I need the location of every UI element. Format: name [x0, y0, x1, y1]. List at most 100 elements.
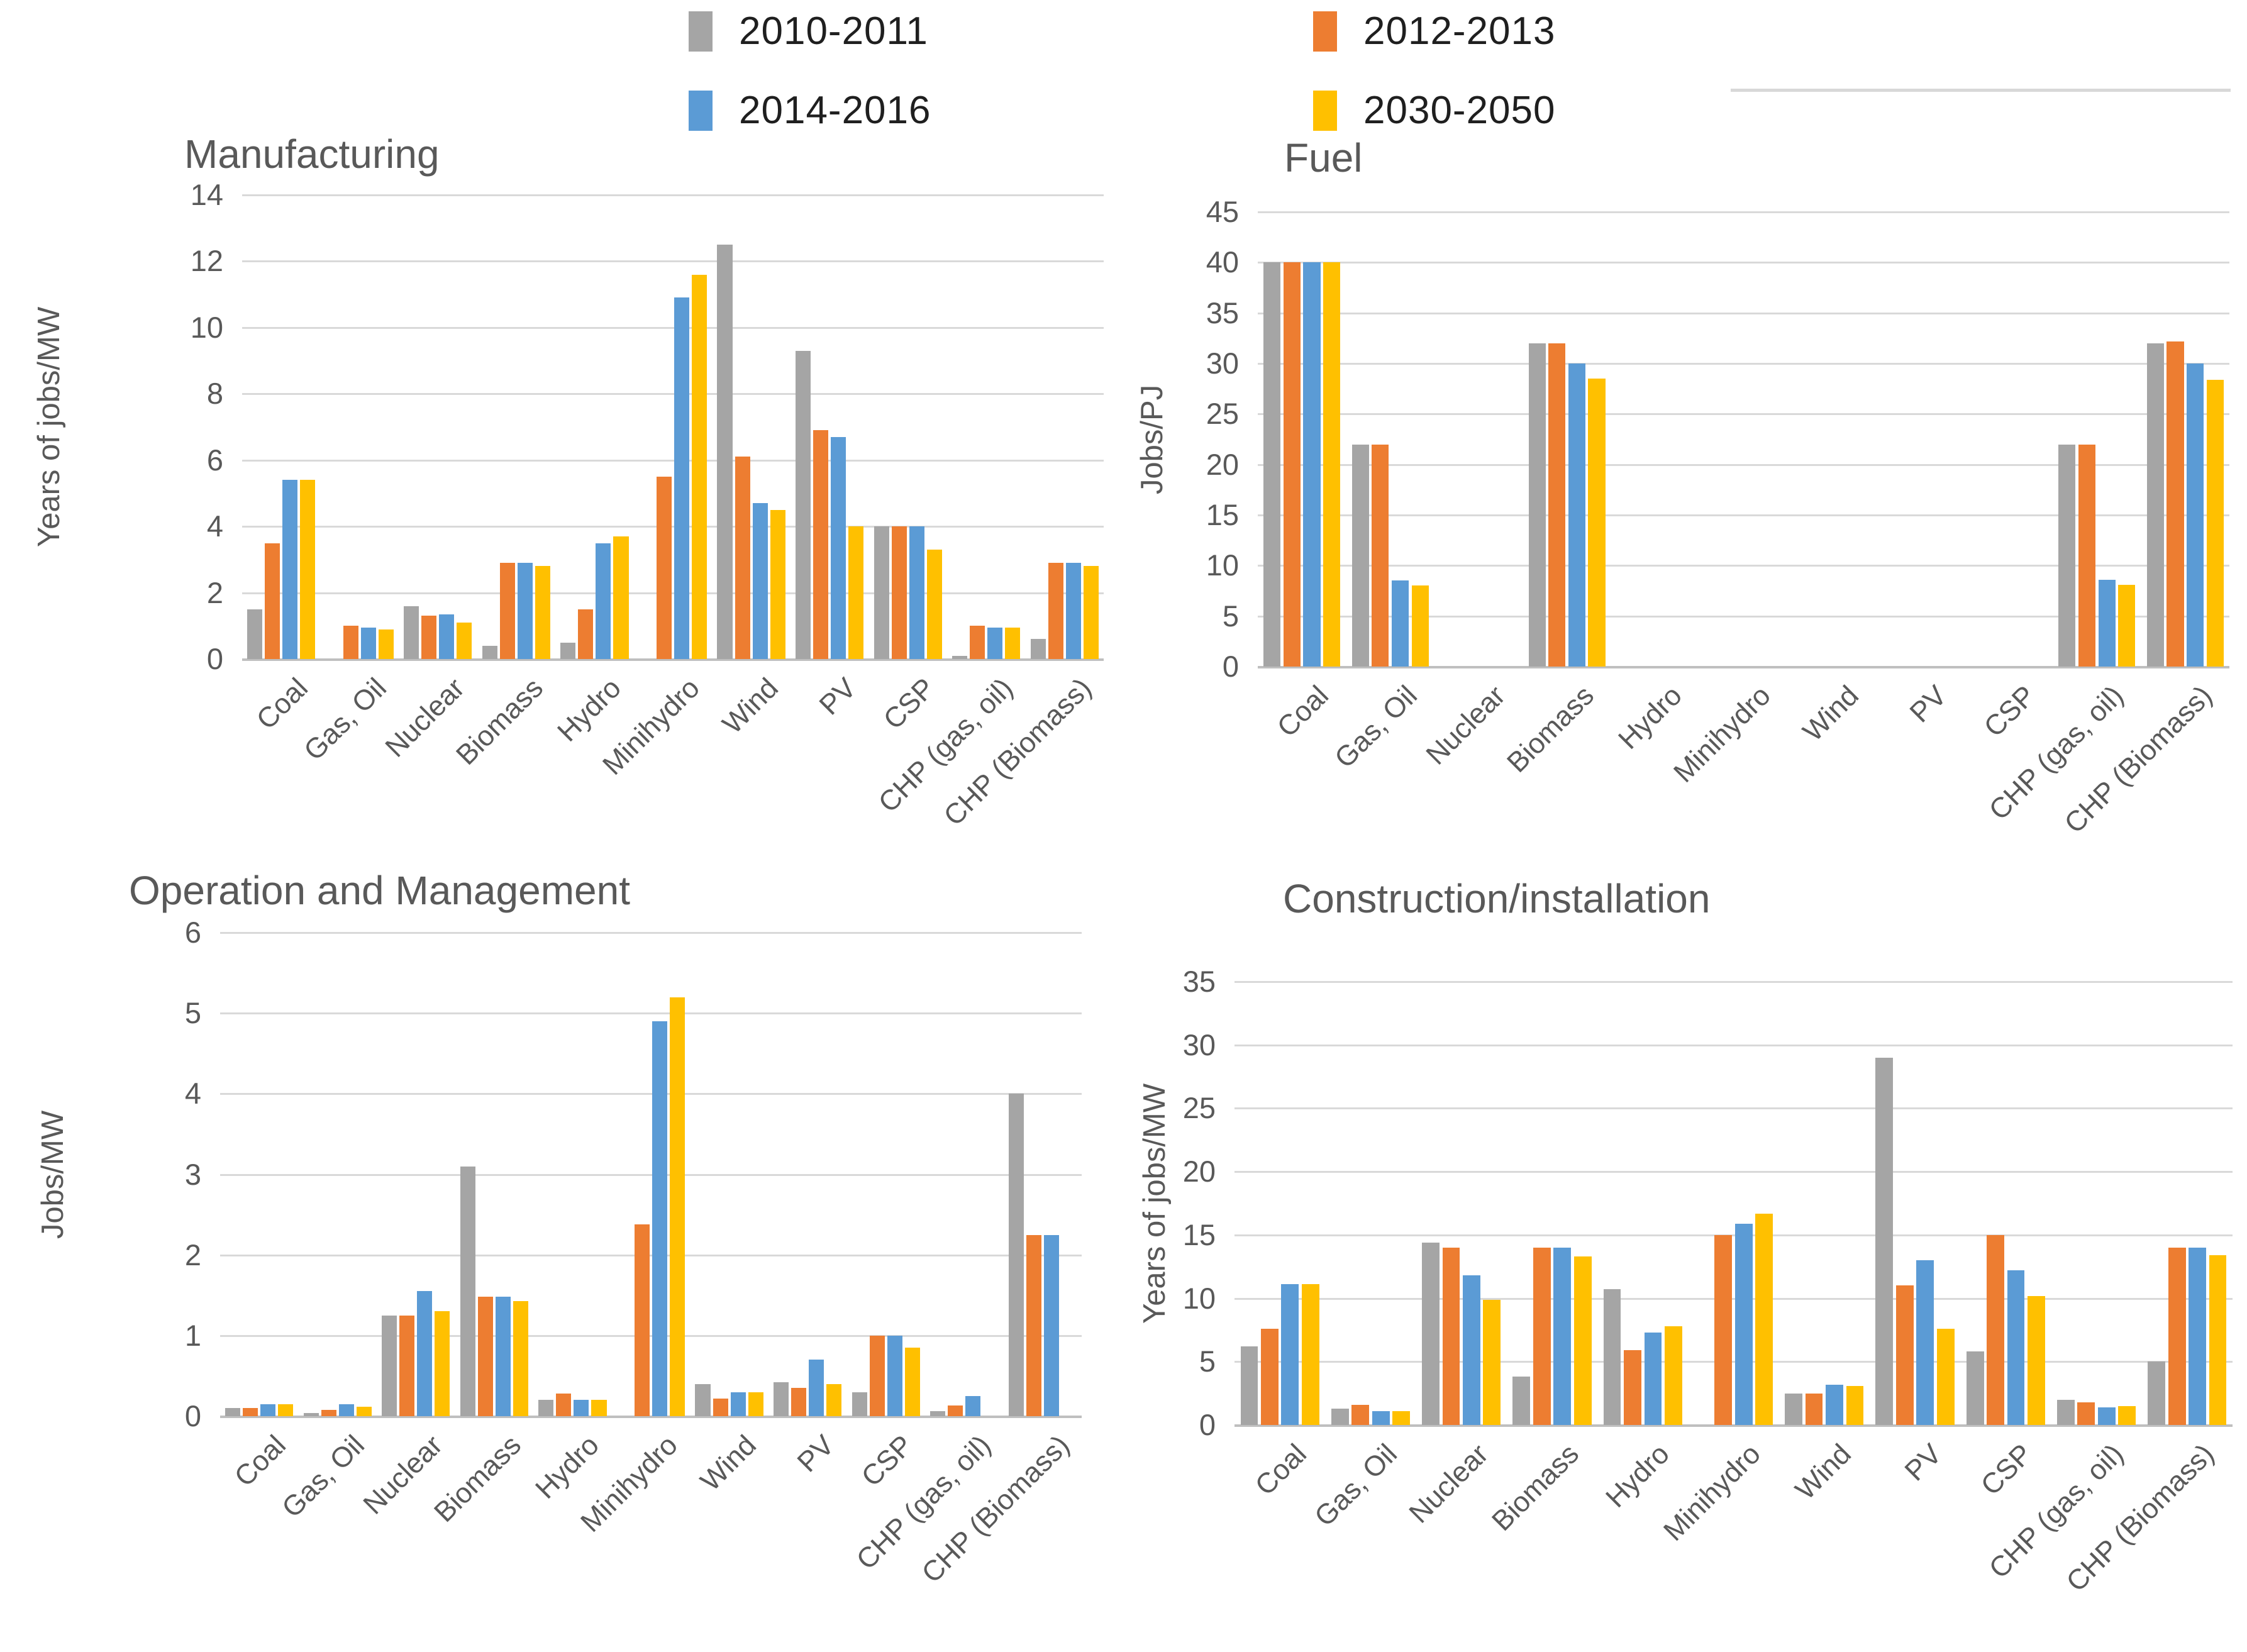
bar-2012-2013-CHP (Biomass)	[2168, 1248, 2186, 1425]
bar-2012-2013-PV	[791, 1388, 807, 1416]
bar-2030-2050-CHP (gas, oil)	[1005, 627, 1021, 659]
gridline	[1258, 262, 2229, 264]
y-tick-label: 30	[1182, 1028, 1216, 1062]
bar-2012-2013-CHP (Biomass)	[2167, 341, 2184, 667]
bar-2014-2016-CHP (Biomass)	[1043, 1234, 1059, 1416]
chart-title-manufacturing: Manufacturing	[184, 131, 440, 177]
bar-2014-2016-Coal	[282, 480, 298, 659]
bar-2012-2013-PV	[813, 430, 829, 659]
bar-2014-2016-Minihydro	[674, 297, 690, 659]
gridline	[242, 393, 1104, 396]
bar-2012-2013-Minihydro	[1714, 1234, 1733, 1425]
bar-2030-2050-Biomass	[513, 1300, 528, 1416]
bar-2030-2050-CHP (Biomass)	[1083, 566, 1099, 659]
bar-2030-2050-CSP	[904, 1348, 920, 1416]
bar-2010-2011-Coal	[1240, 1346, 1258, 1425]
bar-2012-2013-Biomass	[477, 1297, 493, 1416]
bar-2014-2016-Wind	[1826, 1384, 1843, 1425]
bar-2010-2011-Nuclear	[1422, 1242, 1440, 1425]
bar-2014-2016-CSP	[909, 526, 924, 659]
bar-2030-2050-CHP (gas, oil)	[2118, 584, 2136, 667]
bar-2010-2011-CHP (gas, oil)	[2058, 444, 2076, 667]
bar-2030-2050-Hydro	[591, 1400, 607, 1416]
bar-2030-2050-Coal	[1301, 1284, 1319, 1425]
bar-2014-2016-PV	[809, 1360, 824, 1416]
y-tick-label: 20	[1206, 447, 1239, 481]
legend-swatch-orange	[1313, 11, 1337, 52]
legend-swatch-gray	[689, 11, 713, 52]
bar-2010-2011-Nuclear	[404, 606, 419, 659]
bar-2014-2016-Biomass	[495, 1297, 511, 1416]
bar-2030-2050-CHP (gas, oil)	[2118, 1405, 2136, 1425]
bar-2014-2016-Wind	[752, 503, 768, 659]
gridline	[220, 1254, 1082, 1256]
legend-label: 2030-2050	[1363, 89, 1556, 132]
y-tick-label: 6	[206, 443, 223, 477]
gridline	[1258, 413, 2229, 416]
bar-2010-2011-Biomass	[1528, 343, 1546, 667]
gridline	[1258, 211, 2229, 213]
y-tick-label: 6	[184, 916, 201, 949]
gridline	[1258, 615, 2229, 618]
bar-2012-2013-Gas, Oil	[343, 626, 358, 659]
legend-item-2014-2016: 2014-2016	[689, 88, 931, 133]
bar-2010-2011-CSP	[1966, 1351, 1984, 1425]
gridline	[1234, 981, 2233, 983]
gridline	[1258, 363, 2229, 365]
bar-2010-2011-Biomass	[460, 1166, 475, 1416]
bar-2030-2050-Minihydro	[670, 997, 685, 1416]
bar-2014-2016-Minihydro	[652, 1021, 668, 1416]
bar-2010-2011-Hydro	[538, 1400, 554, 1416]
bar-2010-2011-CHP (Biomass)	[2148, 1361, 2166, 1425]
bar-2010-2011-Wind	[717, 245, 733, 659]
legend-label: 2014-2016	[739, 89, 931, 132]
bar-2010-2011-Coal	[1263, 262, 1281, 667]
legend-swatch-blue	[689, 90, 713, 131]
bar-2012-2013-CHP (gas, oil)	[2078, 444, 2096, 667]
bar-2030-2050-CHP (Biomass)	[2209, 1255, 2227, 1425]
bar-2014-2016-PV	[831, 436, 846, 659]
bar-2014-2016-Coal	[1303, 262, 1321, 667]
legend-item-2012-2013: 2012-2013	[1313, 9, 1556, 53]
gridline	[1234, 1107, 2233, 1110]
bar-2012-2013-Wind	[713, 1398, 728, 1416]
bar-2030-2050-Gas, Oil	[1411, 585, 1429, 667]
x-axis-line	[1258, 666, 2229, 668]
chart-title-fuel: Fuel	[1284, 135, 1363, 180]
y-tick-label: 35	[1182, 965, 1216, 998]
y-tick-label: 15	[1206, 498, 1239, 531]
bar-2014-2016-CHP (Biomass)	[1065, 563, 1081, 659]
plot-manufacturing: 0 2 4 6 8 10 12 14 Coal Gas, Oil Nuclear Biomass Hyd…	[191, 178, 1104, 832]
y-tick-label: 5	[184, 996, 201, 1030]
bar-2030-2050-Minihydro	[692, 274, 707, 659]
bar-2010-2011-CSP	[852, 1392, 867, 1416]
bar-2030-2050-PV	[848, 526, 864, 659]
bar-2012-2013-Hydro	[578, 609, 594, 659]
gridline	[220, 932, 1082, 934]
bar-2012-2013-Nuclear	[421, 616, 437, 659]
bar-2012-2013-Hydro	[1624, 1350, 1641, 1425]
bar-2030-2050-Wind	[1846, 1385, 1864, 1425]
bar-2012-2013-Gas, Oil	[321, 1409, 336, 1416]
bar-2014-2016-Gas, Oil	[1372, 1411, 1390, 1425]
bar-2012-2013-Coal	[265, 543, 280, 659]
bar-2010-2011-CHP (gas, oil)	[2056, 1399, 2075, 1425]
gridline	[242, 592, 1104, 594]
bar-2010-2011-CHP (Biomass)	[1008, 1094, 1024, 1416]
gridline	[242, 326, 1104, 329]
divider-line	[1731, 89, 2231, 92]
bar-2014-2016-Biomass	[1553, 1248, 1572, 1425]
bar-2012-2013-Biomass	[1533, 1248, 1551, 1425]
bar-2030-2050-Biomass	[535, 566, 550, 659]
bar-2012-2013-CSP	[869, 1335, 885, 1416]
bar-2030-2050-Coal	[278, 1404, 294, 1416]
bar-2012-2013-PV	[1895, 1285, 1914, 1425]
bar-2012-2013-Wind	[735, 457, 750, 659]
y-tick-label: 0	[206, 642, 223, 675]
bar-2030-2050-Nuclear	[1483, 1299, 1501, 1425]
bar-2012-2013-CHP (gas, oil)	[948, 1405, 963, 1416]
legend-swatch-yellow	[1313, 90, 1337, 131]
bar-2014-2016-Nuclear	[417, 1291, 433, 1416]
bar-2014-2016-CHP (gas, oil)	[2097, 1407, 2116, 1425]
bar-2030-2050-Gas, Oil	[1392, 1411, 1411, 1425]
